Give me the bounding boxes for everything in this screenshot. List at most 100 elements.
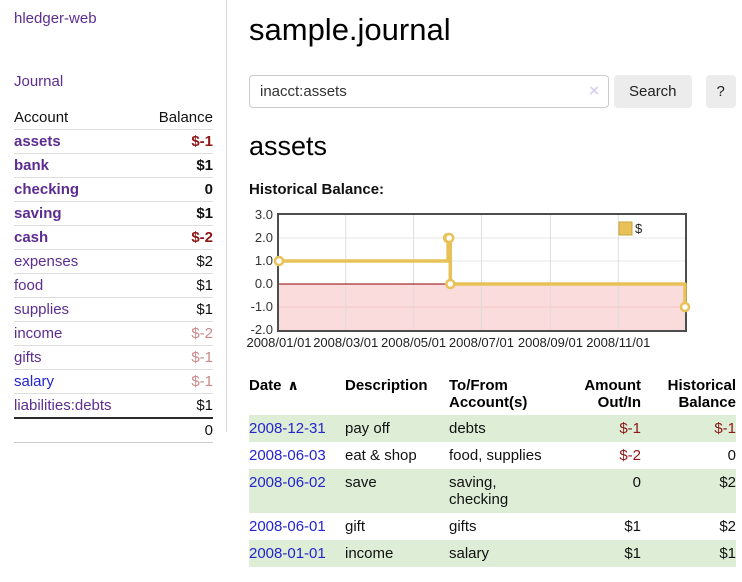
account-link-bank[interactable]: bank bbox=[14, 157, 50, 174]
account-row: supplies $1 bbox=[14, 297, 213, 322]
accounts-total-value: 0 bbox=[141, 417, 213, 443]
account-link-liabilities-debts[interactable]: liabilities:debts bbox=[14, 397, 112, 414]
y-tick-label: 0.0 bbox=[254, 276, 273, 291]
transaction-accounts: gifts bbox=[449, 518, 477, 535]
account-row: food $1 bbox=[14, 273, 213, 298]
transaction-description: save bbox=[345, 474, 377, 491]
transaction-amount: $1 bbox=[624, 545, 641, 562]
transaction-description: pay off bbox=[345, 420, 390, 437]
transaction-balance: $2 bbox=[719, 474, 736, 491]
transaction-accounts: debts bbox=[449, 420, 486, 437]
account-row: saving $1 bbox=[14, 201, 213, 226]
accounts-header-account: Account bbox=[14, 109, 69, 126]
y-tick-label: 2.0 bbox=[254, 230, 273, 245]
account-balance: $1 bbox=[141, 297, 213, 322]
transaction-accounts: food, supplies bbox=[449, 447, 542, 464]
app-brand-link[interactable]: hledger-web bbox=[14, 10, 97, 27]
transaction-amount: $-2 bbox=[619, 447, 641, 464]
account-link-assets[interactable]: assets bbox=[14, 133, 61, 150]
transaction-description: gift bbox=[345, 518, 366, 535]
transaction-accounts: salary bbox=[449, 545, 490, 562]
account-link-supplies[interactable]: supplies bbox=[14, 301, 70, 318]
chart-y-axis-labels: 3.0 2.0 1.0 0.0 -1.0 -2.0 bbox=[249, 207, 273, 337]
account-row: assets $-1 bbox=[14, 129, 213, 154]
account-balance: $1 bbox=[141, 393, 213, 418]
transaction-amount: $-1 bbox=[619, 420, 641, 437]
transaction-row: 2008-12-31 pay off debts $-1 $-1 bbox=[249, 415, 736, 442]
account-link-checking[interactable]: checking bbox=[14, 181, 80, 198]
account-link-saving[interactable]: saving bbox=[14, 205, 62, 222]
transaction-balance: 0 bbox=[727, 447, 736, 464]
account-link-expenses[interactable]: expenses bbox=[14, 253, 79, 270]
sidebar: hledger-web Journal Account Balance asse… bbox=[0, 0, 226, 443]
account-row: expenses $2 bbox=[14, 249, 213, 274]
account-link-food[interactable]: food bbox=[14, 277, 44, 294]
account-link-salary[interactable]: salary bbox=[14, 373, 55, 390]
transaction-accounts: saving, checking bbox=[449, 474, 509, 508]
account-balance: $2 bbox=[141, 249, 213, 274]
account-balance: $-2 bbox=[141, 321, 213, 346]
accounts-table-header: Account Balance bbox=[14, 106, 213, 130]
x-tick-label: 2008/05/01 bbox=[381, 335, 447, 350]
x-tick-label: 2008/01/01 bbox=[246, 335, 312, 350]
account-row: income $-2 bbox=[14, 321, 213, 346]
transaction-balance: $1 bbox=[719, 545, 736, 562]
account-link-gifts[interactable]: gifts bbox=[14, 349, 42, 366]
search-bar: × Search ? bbox=[249, 75, 736, 108]
column-header-date[interactable]: Date ∧ bbox=[249, 377, 299, 394]
transaction-row: 2008-01-01 income salary $1 $1 bbox=[249, 540, 736, 567]
account-balance: 0 bbox=[141, 177, 213, 202]
transaction-balance: $-1 bbox=[714, 420, 736, 437]
x-tick-label: 2008/07/01 bbox=[448, 335, 514, 350]
search-input[interactable] bbox=[249, 75, 609, 108]
transaction-date-link[interactable]: 2008-12-31 bbox=[249, 420, 326, 437]
transaction-balance: $2 bbox=[719, 518, 736, 535]
account-balance: $-1 bbox=[141, 129, 213, 154]
account-row: gifts $-1 bbox=[14, 345, 213, 370]
account-balance: $-1 bbox=[141, 345, 213, 370]
y-tick-label: 1.0 bbox=[254, 253, 273, 268]
y-tick-label: 3.0 bbox=[254, 207, 273, 222]
search-button[interactable]: Search bbox=[614, 75, 692, 108]
account-link-cash[interactable]: cash bbox=[14, 229, 49, 246]
account-row: cash $-2 bbox=[14, 225, 213, 250]
page-title: sample.journal bbox=[249, 12, 451, 47]
transaction-amount: 0 bbox=[632, 474, 641, 491]
transaction-row: 2008-06-03 eat & shop food, supplies $-2… bbox=[249, 442, 736, 469]
account-balance: $-1 bbox=[141, 369, 213, 394]
account-balance: $-2 bbox=[141, 225, 213, 250]
column-header-amount: Amount Out/In bbox=[584, 377, 641, 411]
sidebar-item-journal[interactable]: Journal bbox=[14, 73, 64, 90]
svg-text:$: $ bbox=[635, 221, 643, 236]
sort-ascending-icon: ∧ bbox=[287, 377, 299, 393]
transaction-date-link[interactable]: 2008-06-02 bbox=[249, 474, 326, 491]
transaction-row: 2008-06-02 save saving, checking 0 $2 bbox=[249, 469, 736, 513]
account-link-income[interactable]: income bbox=[14, 325, 63, 342]
accounts-header-balance: Balance bbox=[158, 109, 213, 126]
main-content: sample.journal × Search ? assets Histori… bbox=[246, 0, 736, 567]
account-row: liabilities:debts $1 bbox=[14, 393, 213, 418]
chart-title: Historical Balance: bbox=[249, 181, 385, 198]
column-header-accounts: To/From Account(s) bbox=[449, 377, 528, 411]
transaction-date-link[interactable]: 2008-01-01 bbox=[249, 545, 326, 562]
transaction-date-link[interactable]: 2008-06-03 bbox=[249, 447, 326, 464]
clear-search-icon[interactable]: × bbox=[589, 81, 599, 100]
x-tick-label: 2008/09/01 bbox=[517, 335, 583, 350]
accounts-total-row: 0 bbox=[14, 417, 213, 443]
column-header-balance: Historical Balance bbox=[667, 377, 736, 411]
transactions-header-row: Date ∧ Description To/From Account(s) Amo… bbox=[249, 375, 736, 415]
x-tick-label: 2008/11/01 bbox=[586, 335, 651, 350]
x-tick-label: 2008/03/01 bbox=[313, 335, 379, 350]
chart-plot: $ bbox=[273, 213, 691, 332]
account-row: checking 0 bbox=[14, 177, 213, 202]
account-balance: $1 bbox=[141, 273, 213, 298]
transaction-date-link[interactable]: 2008-06-01 bbox=[249, 518, 326, 535]
sidebar-divider bbox=[226, 0, 227, 432]
account-section-title: assets bbox=[249, 131, 328, 161]
transaction-description: eat & shop bbox=[345, 447, 417, 464]
chart-x-axis-labels: 2008/01/01 2008/03/01 2008/05/01 2008/07/01… bbox=[246, 335, 685, 351]
account-balance: $1 bbox=[141, 201, 213, 226]
column-header-description: Description bbox=[345, 377, 428, 394]
help-button[interactable]: ? bbox=[705, 75, 736, 108]
account-row: salary $-1 bbox=[14, 369, 213, 394]
